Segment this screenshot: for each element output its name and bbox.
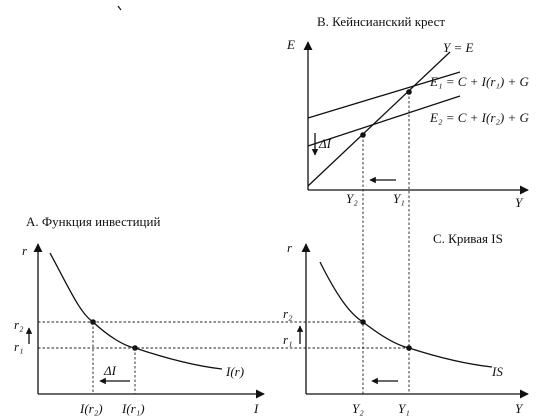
is-curve-panel: C. Кривая IS r Y r₂ r₁ IS Y₂ Y₁ — [283, 231, 529, 416]
is-axis-r-label: r — [287, 240, 293, 255]
keynesian-axis-e-label: E — [286, 37, 295, 52]
keynesian-y2-label: Y₂ — [346, 191, 358, 206]
is-r1-label: r₁ — [283, 332, 293, 347]
investment-i-r1-label: I(r₁) — [121, 401, 145, 416]
line-e2 — [307, 95, 461, 147]
is-r2-label: r₂ — [283, 306, 293, 321]
investment-r2-label: r₂ — [14, 317, 24, 332]
is-y2-label: Y₂ — [352, 401, 364, 416]
is-curve-title: C. Кривая IS — [433, 231, 503, 246]
keynesian-cross-title: B. Кейнсианский крест — [317, 14, 445, 29]
investment-function-panel: A. Функция инвестиций r I r₂ r₁ I(r) ΔI … — [14, 214, 265, 416]
is-axis-y-label: Y — [515, 401, 524, 416]
investment-curve-label: I(r) — [225, 364, 244, 379]
investment-function-title: A. Функция инвестиций — [26, 214, 160, 229]
is-curve-line — [319, 261, 493, 368]
keynesian-axis-y-label: Y — [515, 195, 524, 210]
keynesian-cross-panel: B. Кейнсианский крест E Y Y = E E₁ = C +… — [286, 14, 530, 210]
line-e1 — [307, 71, 461, 119]
investment-axis-r-label: r — [22, 243, 28, 258]
line-e2-label: E₂ = C + I(r₂) + G — [429, 110, 530, 125]
investment-r1-label: r₁ — [14, 339, 24, 354]
investment-delta-label: ΔI — [103, 363, 117, 378]
investment-curve — [49, 252, 223, 370]
line-e1-label: E₁ = C + I(r₁) + G — [429, 74, 530, 89]
investment-i-r2-label: I(r₂) — [79, 401, 103, 416]
is-point-y1 — [406, 345, 412, 351]
investment-axis-i-label: I — [253, 401, 259, 416]
is-point-y2 — [360, 319, 366, 325]
is-curve-label: IS — [491, 364, 503, 379]
keynesian-y1-label: Y₁ — [393, 191, 405, 206]
is-y1-label: Y₁ — [398, 401, 410, 416]
delta-i-label: ΔI — [318, 136, 332, 151]
stray-tick-mark — [117, 5, 122, 11]
line-y-equals-e-label: Y = E — [443, 40, 474, 55]
line-y-equals-e — [307, 51, 451, 187]
